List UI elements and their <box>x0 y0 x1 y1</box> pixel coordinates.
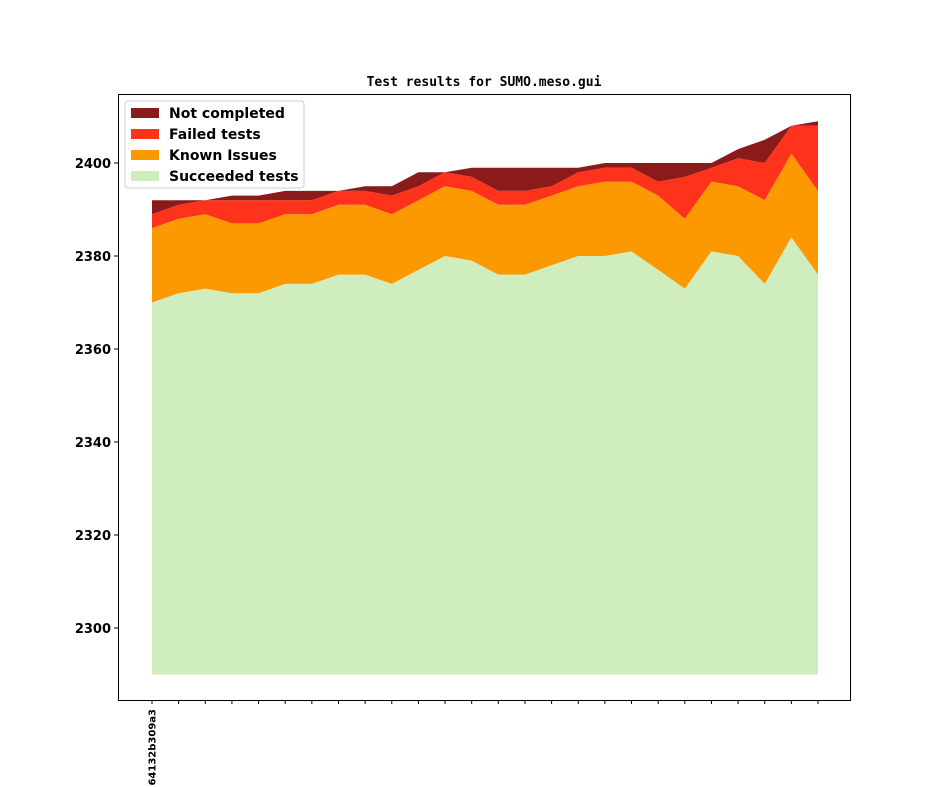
legend-swatch <box>131 171 159 181</box>
legend-swatch <box>131 129 159 139</box>
legend-frame <box>124 100 305 189</box>
y-tick-label: 2340 <box>75 436 111 451</box>
legend: Not completed Failed tests Known Issues Suc… <box>124 100 305 189</box>
legend-swatch <box>131 150 159 160</box>
x-tick-label: 64132b309a3 <box>148 709 159 786</box>
legend-label: Failed tests <box>169 127 261 143</box>
y-tick-label: 2320 <box>75 529 111 544</box>
y-tick-label: 2380 <box>75 250 111 265</box>
chart-title: Test results for SUMO.meso.gui <box>367 75 602 90</box>
legend-label: Known Issues <box>169 148 277 164</box>
area-known-issues <box>152 153 818 303</box>
legend-label: Succeeded tests <box>169 169 299 185</box>
y-tick-label: 2400 <box>75 157 111 172</box>
plot-frame <box>118 94 851 701</box>
legend-label: Not completed <box>169 106 285 122</box>
legend-swatch <box>131 108 159 118</box>
y-tick-label: 2300 <box>75 622 111 637</box>
area-not-completed <box>152 121 818 215</box>
y-tick-label: 2360 <box>75 343 111 358</box>
area-succeeded-tests <box>152 237 818 675</box>
area-failed-tests <box>152 125 818 229</box>
